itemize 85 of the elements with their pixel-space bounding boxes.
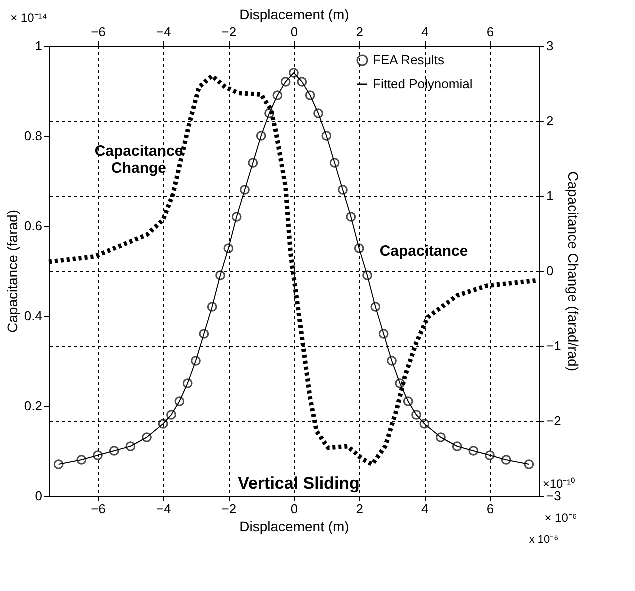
point: [199, 329, 210, 339]
point: [452, 442, 462, 452]
x-tick-label: 4: [422, 502, 429, 516]
x2-axis-title: Displacement (m): [240, 6, 350, 22]
point: [264, 108, 274, 118]
x2-tick-label: 4: [422, 24, 429, 40]
x2-tick-label: −4: [156, 24, 172, 40]
y2-tick-label: −3: [546, 488, 562, 504]
y2-tick-label: 2: [546, 114, 554, 128]
x-tick-label: −6: [91, 502, 106, 516]
point: [248, 158, 258, 168]
point: [76, 455, 87, 465]
point: [524, 460, 534, 470]
point: [280, 77, 291, 87]
point: [330, 158, 340, 168]
point: [370, 302, 381, 312]
annotation: Capacitance: [380, 243, 468, 260]
point: [468, 446, 479, 456]
y2-tick-label: 1: [546, 188, 554, 204]
text: x 10⁻⁶: [529, 534, 559, 546]
point: [346, 212, 356, 222]
y2-axis-title: Capacitance Change (farad/rad): [565, 171, 582, 372]
y2-tick-label: −2: [546, 414, 562, 428]
point: [216, 270, 226, 280]
point: [93, 450, 103, 460]
point: [501, 455, 512, 465]
y-tick-label: 0.8: [24, 128, 42, 144]
point: [232, 212, 242, 222]
x-tick-label: 6: [486, 502, 494, 516]
x2-tick-label: 0: [290, 24, 298, 40]
point: [420, 419, 430, 429]
legend-label: Fitted Polynomial: [373, 76, 473, 92]
y-tick-label: 1: [35, 38, 42, 54]
point: [166, 410, 176, 420]
y-axis-title: Capacitance (farad): [4, 210, 20, 333]
point: [412, 410, 422, 420]
point: [142, 432, 152, 442]
y-tick-label: 0.6: [24, 218, 42, 234]
y2-tick-label: −1: [546, 338, 562, 354]
point: [182, 378, 193, 388]
y-tick-label: 0: [35, 488, 42, 504]
point: [378, 329, 389, 339]
x-axis-title: Displacement (m): [240, 518, 350, 534]
point: [191, 356, 201, 366]
y2-tick-label: 0: [546, 264, 554, 278]
point: [224, 244, 234, 254]
y2-tick-label: 3: [546, 38, 554, 54]
x-tick-label: −2: [222, 502, 237, 516]
x-tick-label: 0: [290, 502, 298, 516]
point: [174, 396, 185, 406]
text: × 10⁻⁶: [544, 511, 578, 525]
text: ×10⁻¹⁰: [542, 477, 576, 491]
point: [354, 244, 364, 254]
x-tick-label: 2: [356, 502, 364, 516]
annotation: Capacitance Change: [94, 143, 184, 177]
point: [109, 446, 120, 456]
point: [54, 460, 64, 470]
point: [272, 90, 283, 100]
x2-tick-label: 2: [356, 24, 364, 40]
y-tick-label: 0.4: [24, 308, 42, 324]
point: [256, 131, 266, 141]
point: [395, 378, 406, 388]
x-tick-label: −4: [156, 502, 172, 516]
text: × 10⁻¹⁴: [10, 11, 48, 25]
y-tick-label: 0.2: [24, 398, 42, 414]
x2-tick-label: 6: [486, 24, 494, 40]
point: [338, 185, 348, 195]
annotation: Vertical Sliding: [238, 474, 360, 493]
point: [240, 185, 250, 195]
point: [289, 68, 299, 78]
x2-tick-label: −6: [91, 24, 106, 40]
point: [403, 396, 414, 406]
legend-label: FEA Results: [373, 52, 446, 68]
point: [362, 270, 372, 280]
point: [207, 302, 218, 312]
point: [314, 108, 324, 118]
point: [387, 356, 397, 366]
point: [436, 432, 446, 442]
point: [322, 131, 332, 141]
point: [297, 77, 308, 87]
point: [158, 419, 168, 429]
point: [305, 90, 316, 100]
point: [126, 442, 136, 452]
x2-tick-label: −2: [222, 24, 237, 40]
point: [485, 450, 495, 460]
